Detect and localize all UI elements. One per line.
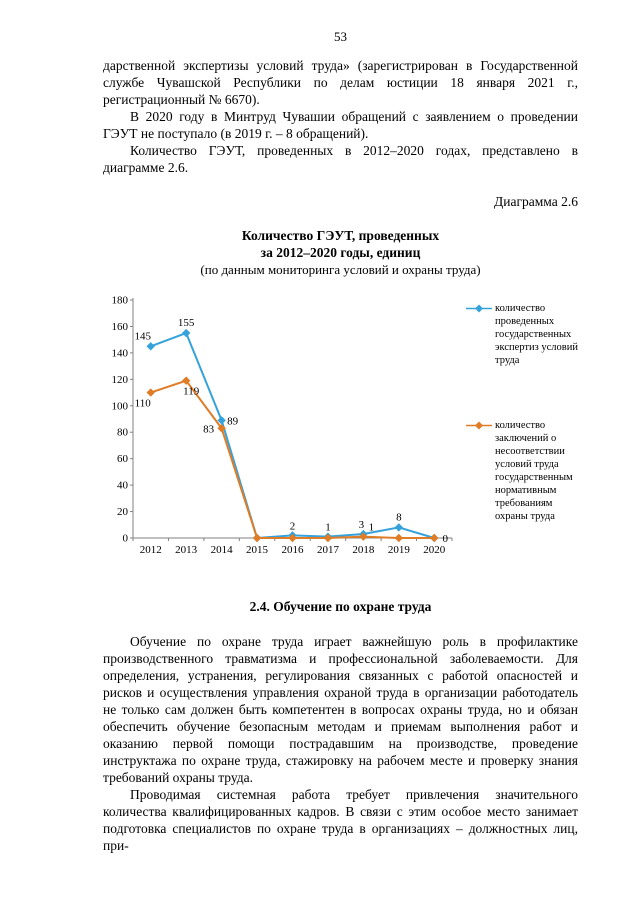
svg-text:2014: 2014 bbox=[211, 544, 234, 556]
svg-text:120: 120 bbox=[112, 374, 129, 386]
legend-label: количество заключений о несоответствии у… bbox=[495, 420, 573, 522]
svg-text:2020: 2020 bbox=[423, 544, 446, 556]
svg-text:0: 0 bbox=[123, 533, 129, 545]
paragraph-2020-requests: В 2020 году в Минтруд Чувашии обращений … bbox=[103, 109, 578, 141]
svg-text:2017: 2017 bbox=[317, 544, 340, 556]
svg-text:80: 80 bbox=[117, 427, 129, 439]
svg-text:8: 8 bbox=[396, 511, 402, 523]
figure-title-line2: за 2012–2020 годы, единиц bbox=[260, 245, 421, 260]
page-number: 53 bbox=[334, 29, 347, 44]
paragraph-continuation: дарственной экспертизы условий труда» (з… bbox=[103, 58, 578, 107]
chart-block: 0 20 40 60 80 100 120 140 160 180 2012 2013 2014 2015… bbox=[103, 290, 578, 562]
svg-text:2015: 2015 bbox=[246, 544, 268, 556]
figure-subtitle: (по данным мониторинга условий и охраны … bbox=[200, 262, 481, 277]
paragraph-chart-reference: Количество ГЭУТ, проведенных в 2012–2020… bbox=[103, 143, 578, 175]
legend-item-0: количество проведенных государственных э… bbox=[466, 302, 578, 367]
chart-legend: количество проведенных государственных э… bbox=[466, 290, 578, 523]
svg-text:2: 2 bbox=[290, 520, 296, 532]
svg-text:83: 83 bbox=[203, 423, 215, 435]
svg-text:1: 1 bbox=[325, 522, 331, 534]
svg-text:2016: 2016 bbox=[282, 544, 305, 556]
legend-marker-icon bbox=[466, 421, 492, 430]
legend-marker-icon bbox=[466, 304, 492, 313]
legend-item-1: количество заключений о несоответствии у… bbox=[466, 419, 578, 523]
figure-caption: Диаграмма 2.6 bbox=[494, 194, 578, 209]
svg-text:110: 110 bbox=[135, 398, 152, 410]
svg-text:1: 1 bbox=[369, 522, 375, 534]
svg-text:40: 40 bbox=[117, 480, 129, 492]
paragraph-training-staff: Проводимая системная работа требует прив… bbox=[103, 787, 578, 853]
svg-text:89: 89 bbox=[227, 415, 239, 427]
svg-text:160: 160 bbox=[112, 321, 129, 333]
svg-text:155: 155 bbox=[178, 317, 195, 329]
svg-text:119: 119 bbox=[183, 386, 200, 398]
svg-text:60: 60 bbox=[117, 453, 129, 465]
svg-text:180: 180 bbox=[112, 295, 129, 307]
svg-text:2013: 2013 bbox=[175, 544, 198, 556]
svg-text:145: 145 bbox=[134, 330, 151, 342]
svg-text:0: 0 bbox=[443, 533, 449, 545]
svg-text:20: 20 bbox=[117, 506, 129, 518]
legend-label: количество проведенных государственных э… bbox=[495, 303, 578, 366]
svg-text:3: 3 bbox=[359, 519, 365, 531]
svg-text:140: 140 bbox=[112, 347, 129, 359]
svg-text:2018: 2018 bbox=[352, 544, 375, 556]
svg-text:2012: 2012 bbox=[140, 544, 162, 556]
svg-text:2019: 2019 bbox=[388, 544, 411, 556]
section-heading: 2.4. Обучение по охране труда bbox=[249, 599, 432, 614]
figure-title-line1: Количество ГЭУТ, проведенных bbox=[241, 228, 440, 243]
paragraph-training-intro: Обучение по охране труда играет важнейшу… bbox=[103, 634, 578, 785]
svg-text:100: 100 bbox=[112, 400, 129, 412]
